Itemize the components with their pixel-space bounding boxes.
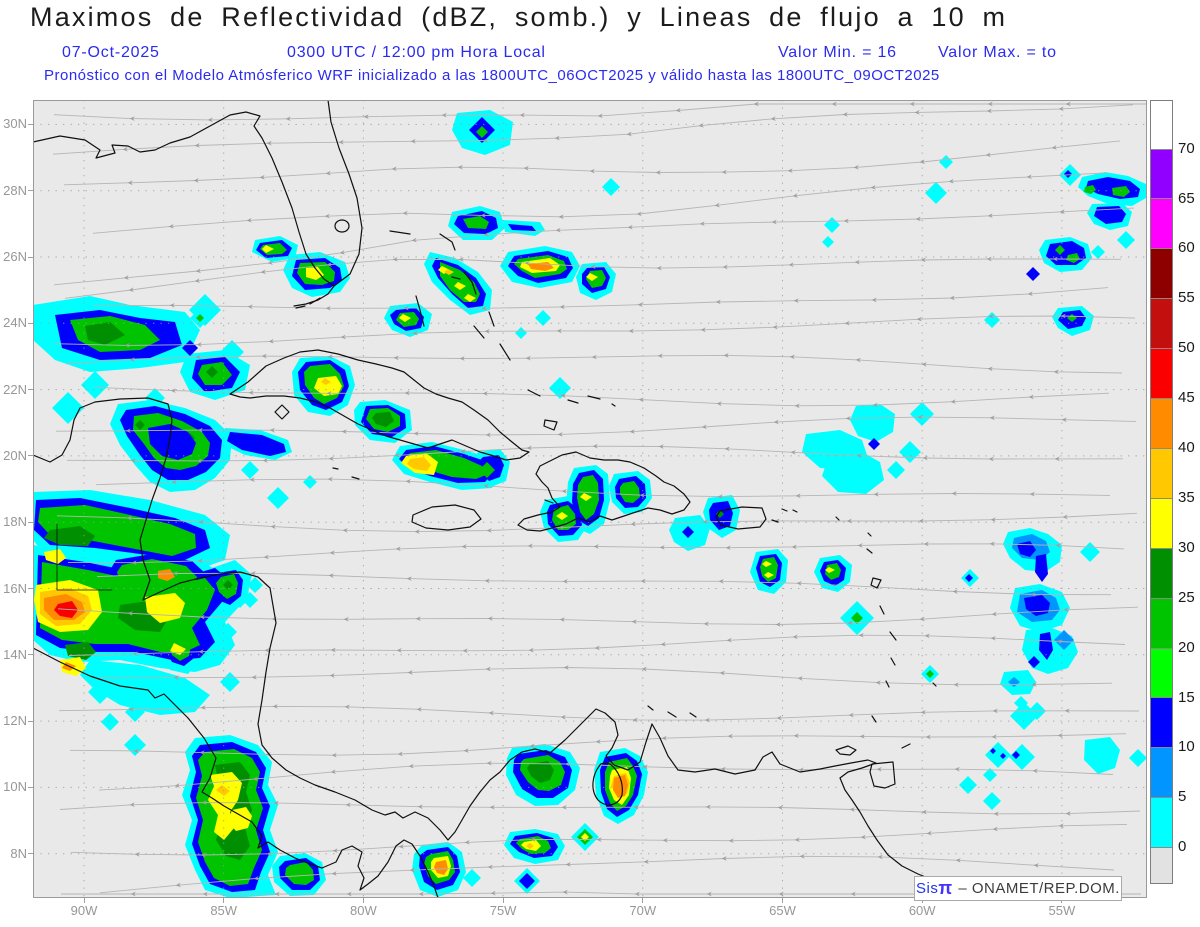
lat-tick-mark bbox=[28, 654, 33, 656]
lat-tick-mark bbox=[28, 389, 33, 391]
forecast-note: Pronóstico con el Modelo Atmósferico WRF… bbox=[44, 67, 940, 84]
colorbar-tick-label: 25 bbox=[1178, 588, 1195, 606]
lon-tick-label: 55W bbox=[1048, 903, 1076, 918]
colorbar-segment bbox=[1151, 249, 1172, 300]
lat-tick-label: 16N bbox=[3, 580, 27, 596]
lat-tick-mark bbox=[28, 190, 33, 192]
lat-tick-label: 30N bbox=[3, 116, 27, 132]
valid-date-label: 07-Oct-2025 bbox=[62, 44, 160, 61]
lat-tick-mark bbox=[28, 123, 33, 125]
colorbar-tick-label: 45 bbox=[1178, 389, 1195, 407]
colorbar-tick-label: 40 bbox=[1178, 439, 1195, 456]
colorbar-segment bbox=[1151, 548, 1172, 599]
lon-tick-label: 60W bbox=[908, 903, 936, 918]
lat-tick-label: 20N bbox=[3, 447, 27, 463]
colorbar-tick-label: 10 bbox=[1178, 738, 1195, 756]
colorbar-tick-label: 70 bbox=[1178, 139, 1195, 157]
lon-tick-label: 85W bbox=[210, 903, 238, 918]
lat-tick-label: 26N bbox=[3, 249, 27, 264]
colorbar-tick-label: 5 bbox=[1178, 788, 1187, 806]
lon-tick-mark bbox=[362, 898, 364, 903]
lat-tick-mark bbox=[28, 786, 33, 788]
lat-tick-label: 18N bbox=[3, 514, 27, 530]
lat-tick-mark bbox=[28, 720, 33, 722]
colorbar-segment bbox=[1151, 848, 1172, 884]
lat-tick-mark bbox=[28, 455, 33, 457]
lat-tick-label: 8N bbox=[10, 845, 27, 861]
colorbar-tick-label: 20 bbox=[1178, 638, 1195, 656]
colorbar-tick-label: 0 bbox=[1178, 838, 1187, 856]
map-canvas bbox=[33, 100, 1147, 898]
pi-logo-icon: π bbox=[938, 877, 953, 898]
lat-tick-label: 22N bbox=[3, 381, 27, 397]
colorbar-tick-label: 30 bbox=[1178, 538, 1195, 556]
colorbar-segment bbox=[1151, 598, 1172, 649]
colorbar-tick-label: 35 bbox=[1178, 488, 1195, 506]
lat-tick-mark bbox=[28, 322, 33, 324]
map-frame bbox=[33, 100, 1147, 898]
lon-tick-mark bbox=[642, 898, 644, 903]
colorbar-segment bbox=[1151, 698, 1172, 749]
colorbar-segment bbox=[1151, 199, 1172, 250]
lat-tick-mark bbox=[28, 521, 33, 523]
colorbar-tick-label: 15 bbox=[1178, 688, 1195, 706]
branding-org: – ONAMET/REP.DOM. bbox=[953, 880, 1120, 897]
colorbar-segment bbox=[1151, 149, 1172, 200]
lon-tick-label: 65W bbox=[769, 903, 796, 918]
coastlines-layer bbox=[33, 100, 1031, 898]
dbz-colorbar bbox=[1150, 100, 1173, 885]
colorbar-segment bbox=[1151, 498, 1172, 549]
colorbar-segment bbox=[1151, 748, 1172, 799]
lat-tick-label: 14N bbox=[3, 646, 27, 662]
colorbar-segment bbox=[1151, 349, 1172, 400]
lat-tick-mark bbox=[28, 256, 33, 258]
colorbar-segment bbox=[1151, 101, 1172, 150]
colorbar-segment bbox=[1151, 399, 1172, 449]
valid-time-label: 0300 UTC / 12:00 pm Hora Local bbox=[287, 44, 546, 61]
colorbar-tick-label: 55 bbox=[1178, 289, 1195, 307]
streamlines-layer bbox=[52, 101, 1146, 897]
min-value-label: Valor Min. = 16 bbox=[778, 44, 897, 61]
lon-tick-label: 80W bbox=[350, 903, 377, 918]
max-value-label: Valor Max. = to bbox=[938, 44, 1057, 61]
colorbar-segment bbox=[1151, 648, 1172, 699]
lat-tick-mark bbox=[28, 588, 33, 589]
lat-tick-label: 28N bbox=[3, 182, 27, 198]
lat-tick-label: 10N bbox=[3, 779, 27, 795]
lat-tick-label: 24N bbox=[3, 315, 27, 331]
lon-tick-mark bbox=[502, 898, 504, 903]
colorbar-segment bbox=[1151, 798, 1172, 849]
page-title: Maximos de Reflectividad (dBZ, somb.) y … bbox=[30, 2, 1008, 32]
colorbar-segment bbox=[1151, 448, 1172, 499]
lon-tick-label: 75W bbox=[489, 903, 517, 918]
lon-tick-label: 90W bbox=[70, 903, 98, 918]
lon-tick-mark bbox=[782, 898, 783, 903]
lon-tick-mark bbox=[223, 898, 225, 903]
colorbar-tick-label: 60 bbox=[1178, 239, 1195, 257]
lon-tick-label: 70W bbox=[629, 903, 657, 918]
branding-box: Sis π – ONAMET/REP.DOM. bbox=[914, 876, 1122, 901]
colorbar-segment bbox=[1151, 299, 1172, 350]
colorbar-tick-label: 50 bbox=[1178, 339, 1195, 357]
lat-tick-mark bbox=[28, 853, 33, 855]
branding-system-name: Sis bbox=[916, 880, 939, 897]
colorbar-tick-label: 65 bbox=[1178, 189, 1195, 207]
lon-tick-mark bbox=[83, 898, 85, 903]
lat-tick-label: 12N bbox=[3, 713, 27, 729]
